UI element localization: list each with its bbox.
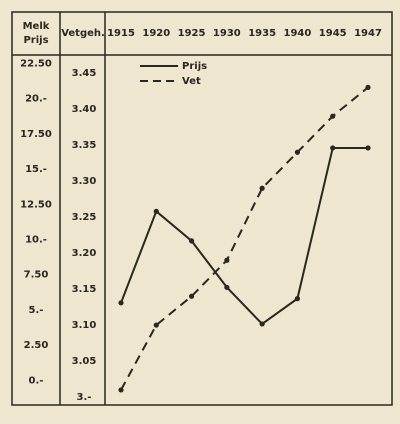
line [120, 86, 369, 391]
y2-tick-label: 3.35 [72, 140, 97, 151]
point [365, 84, 371, 91]
y-tick-label: 22.50 [20, 58, 52, 69]
y2-tick-label: 3.- [77, 392, 92, 403]
y-tick-label: 15.- [25, 164, 47, 175]
point [294, 149, 301, 155]
y2-tick-label: 3.10 [72, 320, 97, 331]
y2-tick-label: 3.30 [72, 176, 97, 187]
y2-tick-label: 3.20 [72, 248, 97, 259]
y-tick-label: 5.- [29, 305, 44, 316]
x-tick-label: 1947 [354, 28, 382, 39]
point [188, 293, 195, 299]
point [153, 208, 159, 214]
point [188, 238, 195, 244]
y-tick-label: 7.50 [24, 270, 49, 281]
point [153, 322, 159, 328]
x-tick-label: 1940 [284, 28, 312, 39]
x-tick-label: 1915 [107, 28, 135, 39]
y-tick-label: 12.50 [20, 199, 52, 210]
legend-label: Prijs [182, 61, 207, 72]
point [294, 296, 301, 302]
x-tick-label: 1945 [319, 28, 347, 39]
y2-tick-label: 3.45 [72, 68, 97, 79]
y-tick-label: 2.50 [24, 340, 49, 351]
point [118, 387, 124, 393]
point [224, 257, 230, 263]
line [120, 146, 368, 326]
point [118, 300, 124, 306]
y-tick-label: 0.- [29, 375, 44, 386]
y-tick-label: 10.- [25, 234, 47, 245]
point [259, 185, 265, 191]
point [365, 145, 371, 151]
x-tick-label: 1925 [178, 28, 206, 39]
point [330, 145, 336, 151]
point [259, 321, 265, 327]
legend-label: Vet [182, 76, 201, 87]
x-tick-label: 1935 [248, 28, 276, 39]
y-tick-label: 17.50 [20, 129, 52, 140]
point [330, 113, 336, 119]
y2-tick-label: 3.05 [72, 356, 97, 367]
y2-axis-label: Vetgeh. [61, 28, 105, 39]
y2-tick-label: 3.25 [72, 212, 97, 223]
frame [11, 11, 393, 406]
y-tick-label: 20.- [25, 94, 47, 105]
y2-tick-label: 3.40 [72, 104, 97, 115]
y-axis-label: Melk [23, 21, 50, 32]
point [224, 284, 230, 290]
x-tick-label: 1930 [213, 28, 241, 39]
x-tick-label: 1920 [142, 28, 170, 39]
y2-tick-label: 3.15 [72, 284, 97, 295]
y-axis-label: Prijs [23, 35, 48, 46]
